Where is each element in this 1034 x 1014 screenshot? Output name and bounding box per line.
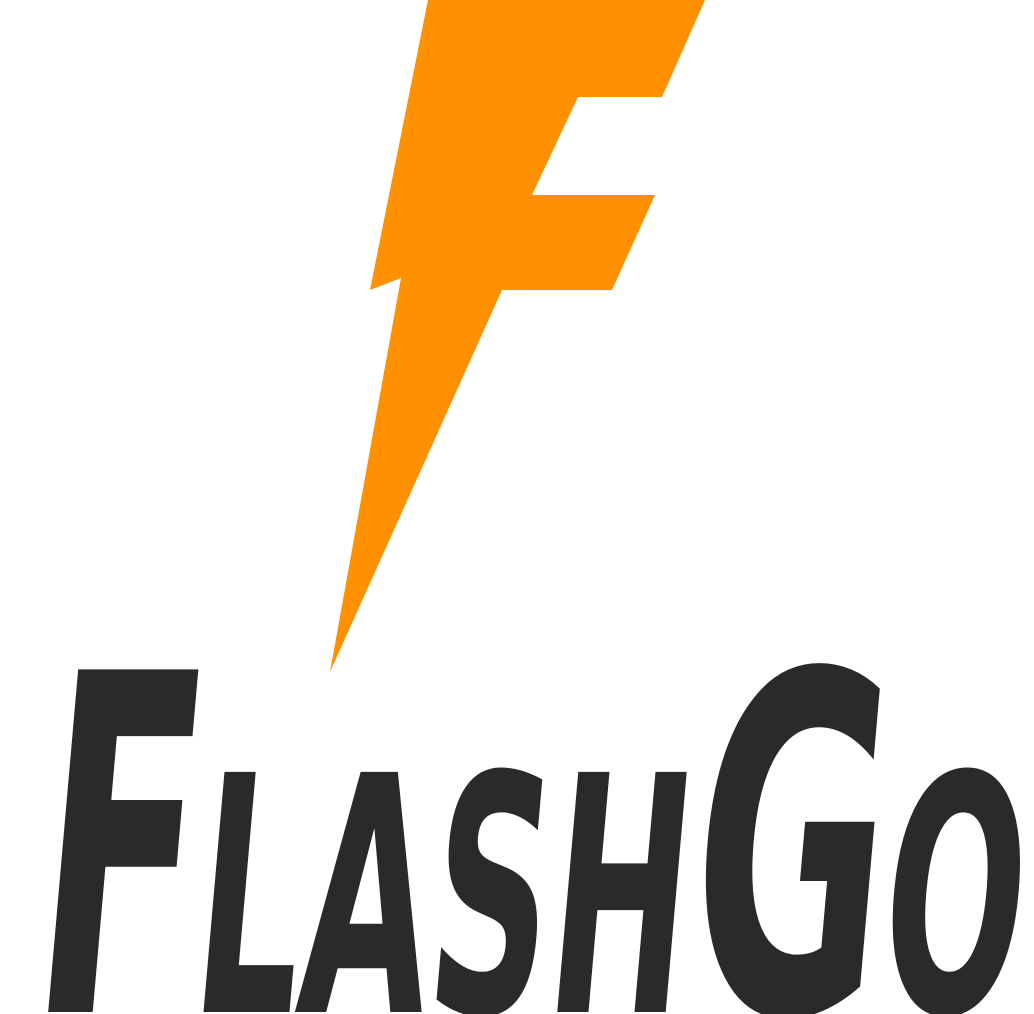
- wordmark: FlashGo: [17, 577, 1034, 1014]
- lightning-bolt: [330, 0, 705, 672]
- wordmark-group: FlashGo: [17, 577, 1034, 1014]
